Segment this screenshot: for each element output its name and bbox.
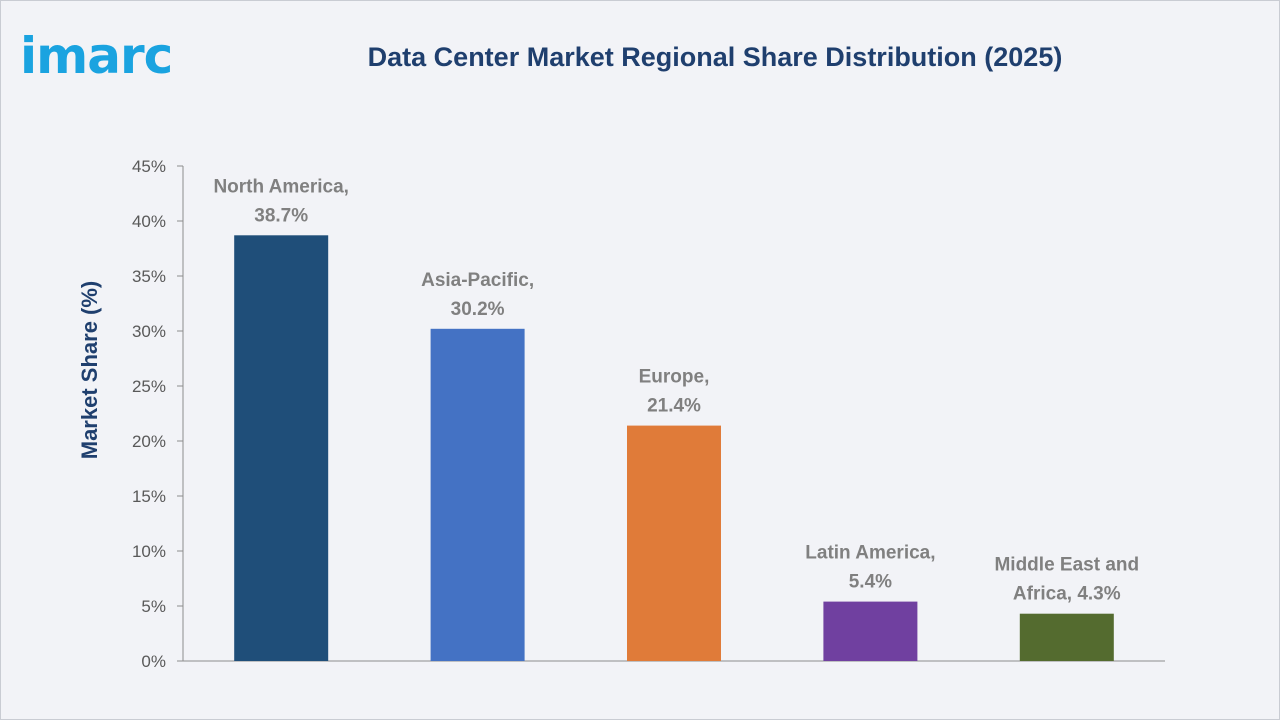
y-tick-label: 10% bbox=[132, 542, 166, 561]
data-label: 5.4% bbox=[849, 572, 892, 593]
bar-asia-pacific bbox=[430, 328, 525, 661]
data-label: 30.2% bbox=[451, 299, 505, 320]
y-axis-label: Market Share (%) bbox=[77, 281, 102, 460]
y-tick-label: 25% bbox=[132, 377, 166, 396]
bar-latin-america bbox=[823, 601, 918, 661]
data-label: 38.7% bbox=[254, 205, 308, 226]
y-tick-label: 15% bbox=[132, 487, 166, 506]
data-label: North America, bbox=[213, 176, 349, 197]
data-label: Middle East and bbox=[994, 555, 1139, 576]
y-tick-label: 0% bbox=[141, 652, 166, 671]
data-label: Africa, 4.3% bbox=[1013, 584, 1121, 605]
y-tick-label: 30% bbox=[132, 322, 166, 341]
data-label: 21.4% bbox=[647, 396, 701, 417]
chart-title: Data Center Market Regional Share Distri… bbox=[367, 42, 1063, 72]
bar-europe bbox=[627, 425, 721, 661]
data-label: Asia-Pacific, bbox=[421, 270, 534, 291]
y-tick-label: 40% bbox=[132, 212, 166, 231]
y-tick-label: 5% bbox=[141, 597, 166, 616]
y-tick-label: 45% bbox=[132, 157, 166, 176]
data-label: Europe, bbox=[639, 367, 710, 388]
y-tick-label: 20% bbox=[132, 432, 166, 451]
bar-north-america bbox=[234, 235, 329, 662]
y-tick-label: 35% bbox=[132, 267, 166, 286]
imarc-logo: imarc bbox=[20, 27, 173, 85]
data-label: Latin America, bbox=[805, 543, 935, 564]
bar-middle-east-and-africa bbox=[1019, 613, 1114, 661]
